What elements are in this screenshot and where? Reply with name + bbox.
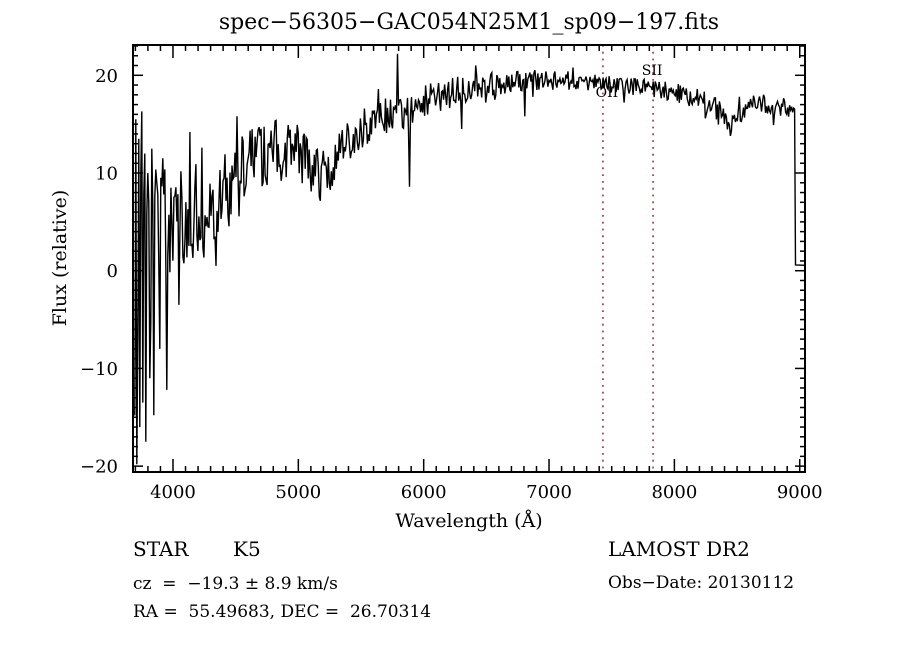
plot-box xyxy=(132,44,806,473)
x-tick-label: 9000 xyxy=(777,482,823,503)
reference-line-labels: OII SII xyxy=(596,63,663,101)
x-axis-label: Wavelength (Å) xyxy=(395,510,542,532)
y-tick-label: 0 xyxy=(107,261,118,282)
x-tick-label: 6000 xyxy=(401,482,447,503)
object-subclass: K5 xyxy=(233,537,261,561)
line-label-OII: OII xyxy=(596,85,619,101)
line-label-SII: SII xyxy=(642,63,663,79)
axis-tick-labels: 4000 5000 6000 7000 8000 9000 −20 −10 0 10 20 xyxy=(80,66,823,503)
x-tick-label: 7000 xyxy=(526,482,572,503)
spectrum-line xyxy=(134,53,805,465)
y-tick-label: 20 xyxy=(95,66,118,87)
y-tick-label: −10 xyxy=(80,359,118,380)
ra-dec: RA = 55.49683, DEC = 26.70314 xyxy=(133,602,431,622)
obs-date: Obs−Date: 20130112 xyxy=(608,573,794,593)
radial-velocity: cz = −19.3 ± 8.9 km/s xyxy=(133,574,338,594)
survey-release: LAMOST DR2 xyxy=(608,537,750,561)
axis-ticks xyxy=(133,45,805,472)
y-tick-label: 10 xyxy=(95,164,118,185)
y-tick-label: −20 xyxy=(80,457,118,478)
x-tick-label: 5000 xyxy=(275,482,321,503)
x-tick-label: 8000 xyxy=(651,482,697,503)
x-tick-label: 4000 xyxy=(150,482,196,503)
spectrum-polyline xyxy=(134,53,805,465)
object-class: STAR xyxy=(133,537,189,561)
y-axis-label: Flux (relative) xyxy=(49,190,71,327)
plot-title: spec−56305−GAC054N25M1_sp09−197.fits xyxy=(219,10,719,35)
